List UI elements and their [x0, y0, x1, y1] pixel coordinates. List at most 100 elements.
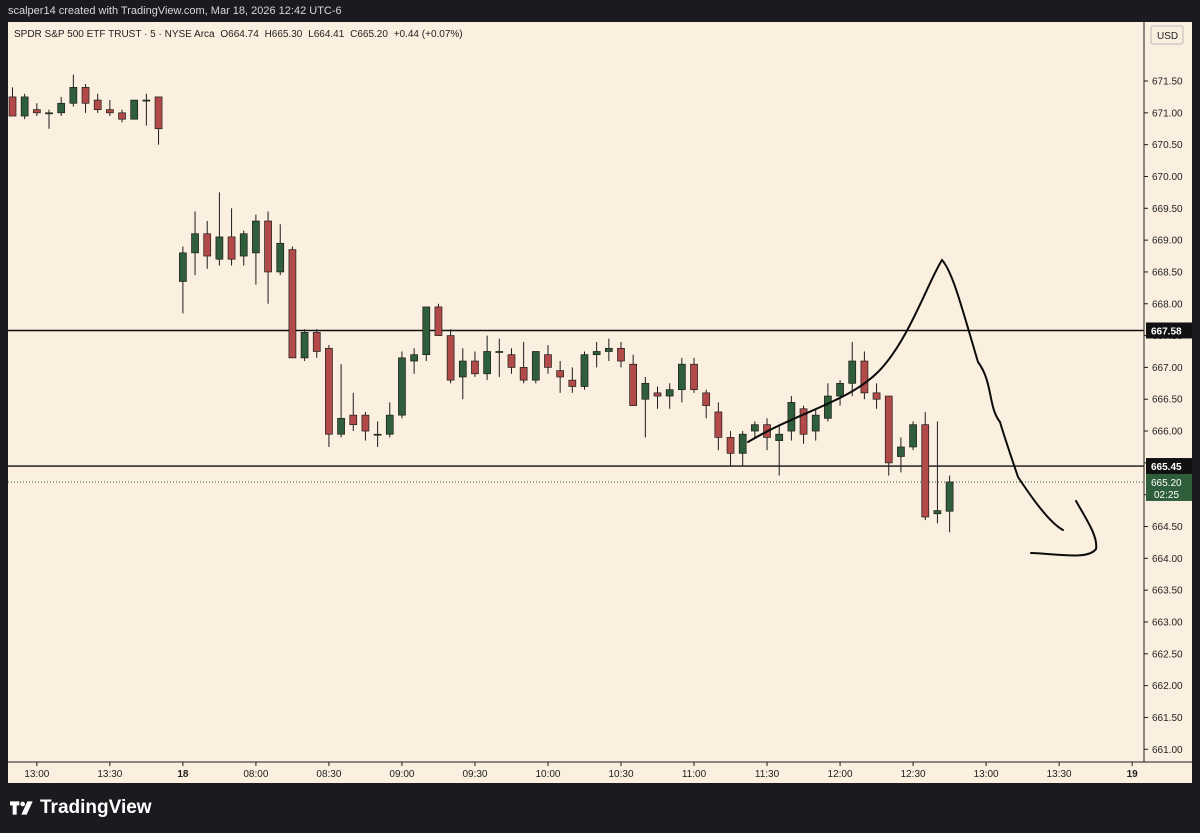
time-tick-label: 09:00 [389, 769, 414, 780]
candle-body [665, 389, 674, 397]
price-tick-label: 662.00 [1152, 681, 1183, 692]
time-tick-label: 08:00 [243, 769, 268, 780]
candle [665, 383, 674, 409]
time-tick-label: 10:00 [535, 769, 560, 780]
candle [81, 84, 90, 113]
candle [300, 329, 309, 362]
candle-body [799, 408, 808, 435]
time-tick-label: 08:30 [316, 769, 341, 780]
candle [799, 405, 808, 444]
price-tick-label: 662.50 [1152, 649, 1183, 660]
candle-body [604, 347, 613, 352]
candle [32, 103, 41, 117]
candle [8, 87, 17, 117]
candle [629, 354, 638, 406]
attribution-bar: scalper14 created with TradingView.com, … [0, 0, 1200, 22]
candle-body [775, 433, 784, 441]
candle-body [57, 102, 66, 114]
candle [617, 341, 625, 368]
candle [604, 338, 613, 362]
candle-body [93, 99, 102, 110]
last-price-label: 665.20 [1151, 478, 1182, 489]
time-tick-label: 13:30 [97, 769, 122, 780]
candle-body [568, 379, 577, 387]
level-price-label: 667.58 [1151, 326, 1182, 337]
candle-body [641, 382, 650, 400]
candle [458, 348, 467, 400]
candle [422, 306, 431, 362]
candle [325, 345, 333, 447]
candle [227, 208, 236, 266]
candle [824, 383, 832, 422]
candle [872, 383, 881, 409]
candle-body [203, 233, 212, 257]
candle-body [276, 242, 285, 273]
candle-body [312, 332, 321, 352]
candle [264, 211, 272, 304]
candle-body [446, 335, 455, 381]
time-tick-label: 10:30 [608, 769, 633, 780]
candle [385, 402, 394, 438]
candle [592, 341, 601, 368]
candle [312, 329, 321, 358]
candle-body [848, 360, 857, 384]
candle [897, 437, 905, 473]
level-price-tag [1146, 322, 1192, 339]
freehand-projection-line [747, 258, 1064, 531]
candle-body [738, 433, 747, 454]
footer-bar: TradingView [0, 783, 1200, 833]
candle-body [45, 112, 53, 115]
candle [57, 96, 66, 117]
price-tick-label: 663.50 [1152, 586, 1183, 597]
candlestick-chart[interactable]: 661.00 661.50 662.00 662.50 663.00 663.50 664.… [8, 22, 1192, 783]
tradingview-logo[interactable]: TradingView [10, 797, 152, 819]
candle-body [933, 510, 942, 515]
candle-body [106, 109, 114, 114]
candle-body [544, 354, 552, 368]
candle [191, 211, 199, 276]
candle [495, 338, 504, 377]
candle [763, 418, 771, 451]
attribution-text: scalper14 created with TradingView.com, … [8, 5, 342, 17]
candle [434, 303, 443, 336]
candle [45, 109, 53, 129]
candle [556, 361, 565, 393]
price-tick-label: 670.50 [1152, 140, 1183, 151]
change-value: +0.44 (+0.07%) [393, 29, 463, 40]
candle-body [884, 395, 893, 464]
candle [20, 93, 29, 120]
candle-body [337, 417, 345, 435]
candle [921, 411, 930, 521]
time-tick-label: 12:00 [828, 769, 853, 780]
candle-body [495, 351, 504, 353]
price-tick-label: 666.50 [1152, 395, 1183, 406]
candle-body [264, 220, 272, 273]
candle [580, 351, 589, 390]
candle-body [824, 395, 832, 419]
candle-body [751, 424, 759, 432]
candle-body [8, 96, 17, 117]
candle-body [81, 87, 90, 104]
time-tick-label: 13:00 [24, 769, 49, 780]
candle [507, 348, 516, 374]
candle-body [361, 414, 370, 432]
chart-frame[interactable]: 661.00 661.50 662.00 662.50 663.00 663.50 664.… [8, 22, 1192, 783]
candle [531, 351, 540, 384]
candle-body [653, 392, 662, 397]
symbol-name: SPDR S&P 500 ETF TRUST · 5 · NYSE Arca [14, 29, 215, 40]
candle-body [288, 249, 297, 359]
candle-body [921, 424, 930, 518]
candle [519, 341, 528, 384]
candle [775, 424, 784, 476]
candle-body [252, 220, 260, 254]
candle [641, 376, 650, 438]
candle [544, 345, 552, 374]
candle [751, 421, 759, 438]
candle [726, 431, 735, 467]
candle-body [130, 99, 139, 120]
candle [142, 93, 151, 126]
candle-body [556, 370, 565, 378]
price-tick-label: 668.00 [1152, 299, 1183, 310]
candle-body [32, 109, 41, 114]
candle [93, 93, 102, 113]
